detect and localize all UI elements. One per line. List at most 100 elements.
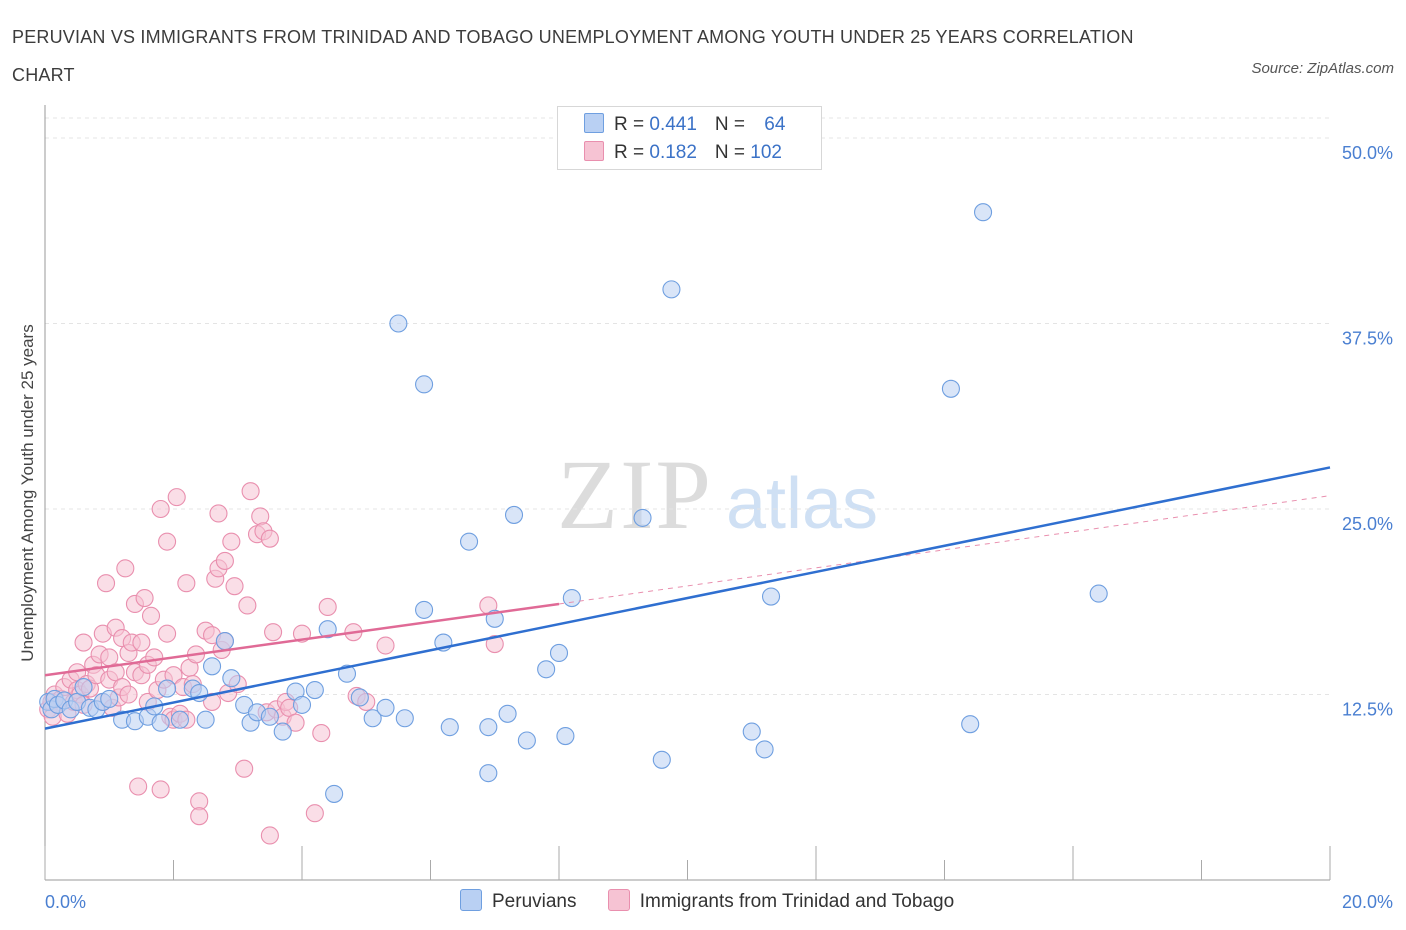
trinidad-point [145,648,164,667]
peruvian-point [549,643,569,662]
legend-r-label: R = [614,142,650,163]
series-legend: Peruvians Immigrants from Trinidad and T… [460,889,980,913]
trinidad-point [151,780,170,799]
legend-swatch-peruvians [460,889,482,911]
watermark-atlas: atlas [726,464,878,544]
data-points [39,203,1108,845]
legend-n-label: N = [714,114,751,135]
legend-row-trinidad: R = 0.182 N = 102 [584,141,782,165]
trinidad-point [222,532,241,551]
legend-item-peruvians: Peruvians [460,889,577,913]
y-tick-label: 12.5% [1342,700,1393,720]
gridlines [45,117,1330,695]
peruvian-point [350,688,369,707]
peruvian-point [755,740,774,759]
x-tick-label: 0.0% [45,892,86,912]
legend-row-peruvians: R = 0.441 N = 64 [584,113,785,137]
legend-swatch-trinidad [607,889,630,911]
trinidad-point [260,529,279,548]
peruvian-point [325,784,344,803]
trinidad-point [241,482,260,501]
trinidad-point [141,606,161,625]
trinidad-point [132,633,151,652]
y-tick-label: 50.0% [1342,143,1393,163]
trinidad-point [151,499,170,519]
trinidad-point [225,577,244,596]
peruvian-point [498,704,517,723]
trinidad-point [119,685,138,704]
peruvian-point [662,280,681,299]
trinidad-point [485,634,504,654]
trinidad-point [158,532,177,551]
x-tick-labels: 0.0% 20.0% [45,892,1393,912]
peruvian-point [260,707,279,726]
peruvian-point [337,664,357,683]
peruvian-point [292,695,312,714]
axes [44,105,1331,881]
chart-title: PERUVIAN VS IMMIGRANTS FROM TRINIDAD AND… [12,27,1134,85]
peruvian-point [973,203,993,222]
peruvian-point [273,722,292,741]
peruvian-point [196,710,215,729]
peruvian-trend-line [44,466,1331,730]
trinidad-point [96,574,116,593]
peruvian-point [74,678,93,697]
peruvian-point [222,669,241,688]
peruvian-point [389,314,408,333]
peruvian-point [363,709,382,728]
trinidad-point [260,826,279,845]
peruvian-point [761,587,781,606]
trinidad-point [312,724,331,743]
trinidad-point [190,807,209,826]
trinidad-point [235,759,254,778]
peruvian-point [633,508,652,527]
peruvian-point [415,375,434,394]
peruvian-point [742,722,761,741]
peruvian-point [459,532,479,551]
legend-r-label: R = [614,114,650,135]
peruvian-point [151,713,170,732]
peruvian-point [376,698,395,717]
trinidad-point [116,559,135,578]
peruvian-point [395,709,414,728]
legend-label-peruvians: Peruvians [492,891,577,912]
peruvian-point [305,680,324,700]
peruvian-point [504,505,524,524]
trinidad-point [318,597,337,616]
trinidad-point [129,777,148,796]
peruvian-point [556,727,575,746]
trinidad-point [286,713,305,732]
legend-r-value: 0.182 [649,142,697,163]
peruvian-point [479,764,498,783]
peruvian-point [479,718,498,737]
source-label: Source: ZipAtlas.com [1251,60,1394,77]
x-tick-label: 20.0% [1342,892,1393,912]
trinidad-point [209,504,228,523]
legend-label-trinidad: Immigrants from Trinidad and Tobago [639,891,955,912]
peruvian-point [440,718,459,737]
correlation-legend: R = 0.441 N = 64 R = 0.182 N = 102 [557,106,822,170]
y-tick-label: 37.5% [1342,329,1393,349]
legend-n-value: 102 [750,142,782,163]
trinidad-point [376,636,395,655]
trinidad-point [305,804,324,823]
trinidad-trend-line [44,602,560,677]
trinidad-point [251,507,270,526]
peruvian-point [215,632,234,651]
peruvian-point [170,710,189,729]
legend-n-value: 64 [764,114,786,135]
trinidad-point [158,624,177,643]
trinidad-point [167,488,186,507]
trend-lines [44,466,1331,730]
peruvian-point [203,657,222,676]
peruvian-point [100,689,119,709]
peruvian-point [941,379,960,398]
legend-n-label: N = [714,142,751,163]
legend-item-trinidad: Immigrants from Trinidad and Tobago [607,889,955,913]
legend-swatch-trinidad [584,141,604,161]
peruvian-point [562,588,581,608]
peruvian-point [1089,584,1108,603]
y-tick-label: 25.0% [1342,514,1393,534]
trinidad-point [177,574,196,593]
trinidad-point [135,588,154,608]
